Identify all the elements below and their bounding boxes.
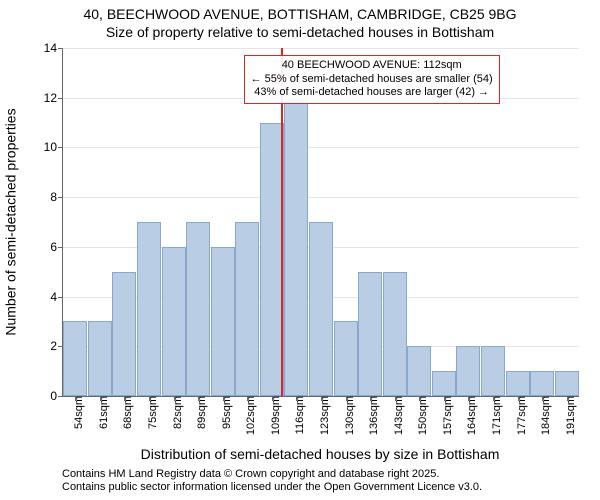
subject-info-box: 40 BEECHWOOD AVENUE: 112sqm← 55% of semi… <box>244 55 500 104</box>
histogram-bar <box>334 321 358 396</box>
x-tick-label: 171sqm <box>483 396 503 435</box>
gridline <box>63 48 579 49</box>
histogram-bar <box>456 346 480 396</box>
histogram-bar <box>309 222 333 396</box>
histogram-bar <box>383 272 407 396</box>
x-tick-label: 68sqm <box>114 396 134 429</box>
x-tick-label: 82sqm <box>164 396 184 429</box>
info-box-line-1: 40 BEECHWOOD AVENUE: 112sqm <box>251 59 493 73</box>
histogram-bar <box>186 222 210 396</box>
histogram-bar <box>358 272 382 396</box>
y-tick-label: 14 <box>44 41 63 55</box>
x-tick-label: 116sqm <box>286 396 306 434</box>
x-tick-label: 61sqm <box>90 396 110 429</box>
y-tick-label: 4 <box>50 290 63 304</box>
x-tick-label: 191sqm <box>557 396 577 435</box>
footer-line2: Contains public sector information licen… <box>62 481 482 494</box>
histogram-bar <box>530 371 554 396</box>
x-tick-label: 184sqm <box>532 396 552 435</box>
footer-attribution: Contains HM Land Registry data © Crown c… <box>62 468 482 494</box>
y-tick-label: 6 <box>50 240 63 254</box>
x-tick-label: 123sqm <box>311 396 331 435</box>
x-tick-label: 54sqm <box>65 396 85 429</box>
gridline <box>63 197 579 198</box>
histogram-bar <box>88 321 112 396</box>
x-tick-label: 95sqm <box>213 396 233 429</box>
histogram-bar <box>112 272 136 396</box>
x-tick-label: 157sqm <box>434 396 454 435</box>
x-tick-label: 150sqm <box>409 396 429 435</box>
x-tick-label: 164sqm <box>458 396 478 435</box>
gridline <box>63 147 579 148</box>
y-axis-title: Number of semi-detached properties <box>2 48 18 396</box>
x-tick-label: 177sqm <box>508 396 528 435</box>
x-tick-label: 143sqm <box>385 396 405 435</box>
x-tick-label: 102sqm <box>237 396 257 435</box>
footer-line1: Contains HM Land Registry data © Crown c… <box>62 468 482 481</box>
histogram-bar <box>260 123 284 396</box>
chart-title-line2: Size of property relative to semi-detach… <box>0 22 600 44</box>
histogram-bar <box>235 222 259 396</box>
histogram-bar <box>432 371 456 396</box>
histogram-bar <box>555 371 579 396</box>
x-tick-label: 109sqm <box>262 396 282 435</box>
y-tick-label: 0 <box>50 389 63 403</box>
x-tick-label: 75sqm <box>139 396 159 429</box>
x-tick-label: 89sqm <box>188 396 208 429</box>
x-tick-label: 136sqm <box>360 396 380 435</box>
y-tick-label: 10 <box>44 140 63 154</box>
histogram-bar <box>211 247 235 396</box>
x-axis-title: Distribution of semi-detached houses by … <box>62 446 578 462</box>
histogram-bar <box>407 346 431 396</box>
histogram-bar <box>481 346 505 396</box>
histogram-bar <box>137 222 161 396</box>
x-tick-label: 130sqm <box>336 396 356 435</box>
info-box-line-2: ← 55% of semi-detached houses are smalle… <box>251 73 493 87</box>
chart-container: 40, BEECHWOOD AVENUE, BOTTISHAM, CAMBRID… <box>0 0 600 500</box>
chart-title-line1: 40, BEECHWOOD AVENUE, BOTTISHAM, CAMBRID… <box>0 0 600 22</box>
y-tick-label: 12 <box>44 91 63 105</box>
y-tick-label: 2 <box>50 339 63 353</box>
plot-area: 0246810121454sqm61sqm68sqm75sqm82sqm89sq… <box>62 48 579 397</box>
y-tick-label: 8 <box>50 190 63 204</box>
histogram-bar <box>284 98 308 396</box>
info-box-line-3: 43% of semi-detached houses are larger (… <box>251 86 493 100</box>
histogram-bar <box>162 247 186 396</box>
histogram-bar <box>506 371 530 396</box>
histogram-bar <box>63 321 87 396</box>
